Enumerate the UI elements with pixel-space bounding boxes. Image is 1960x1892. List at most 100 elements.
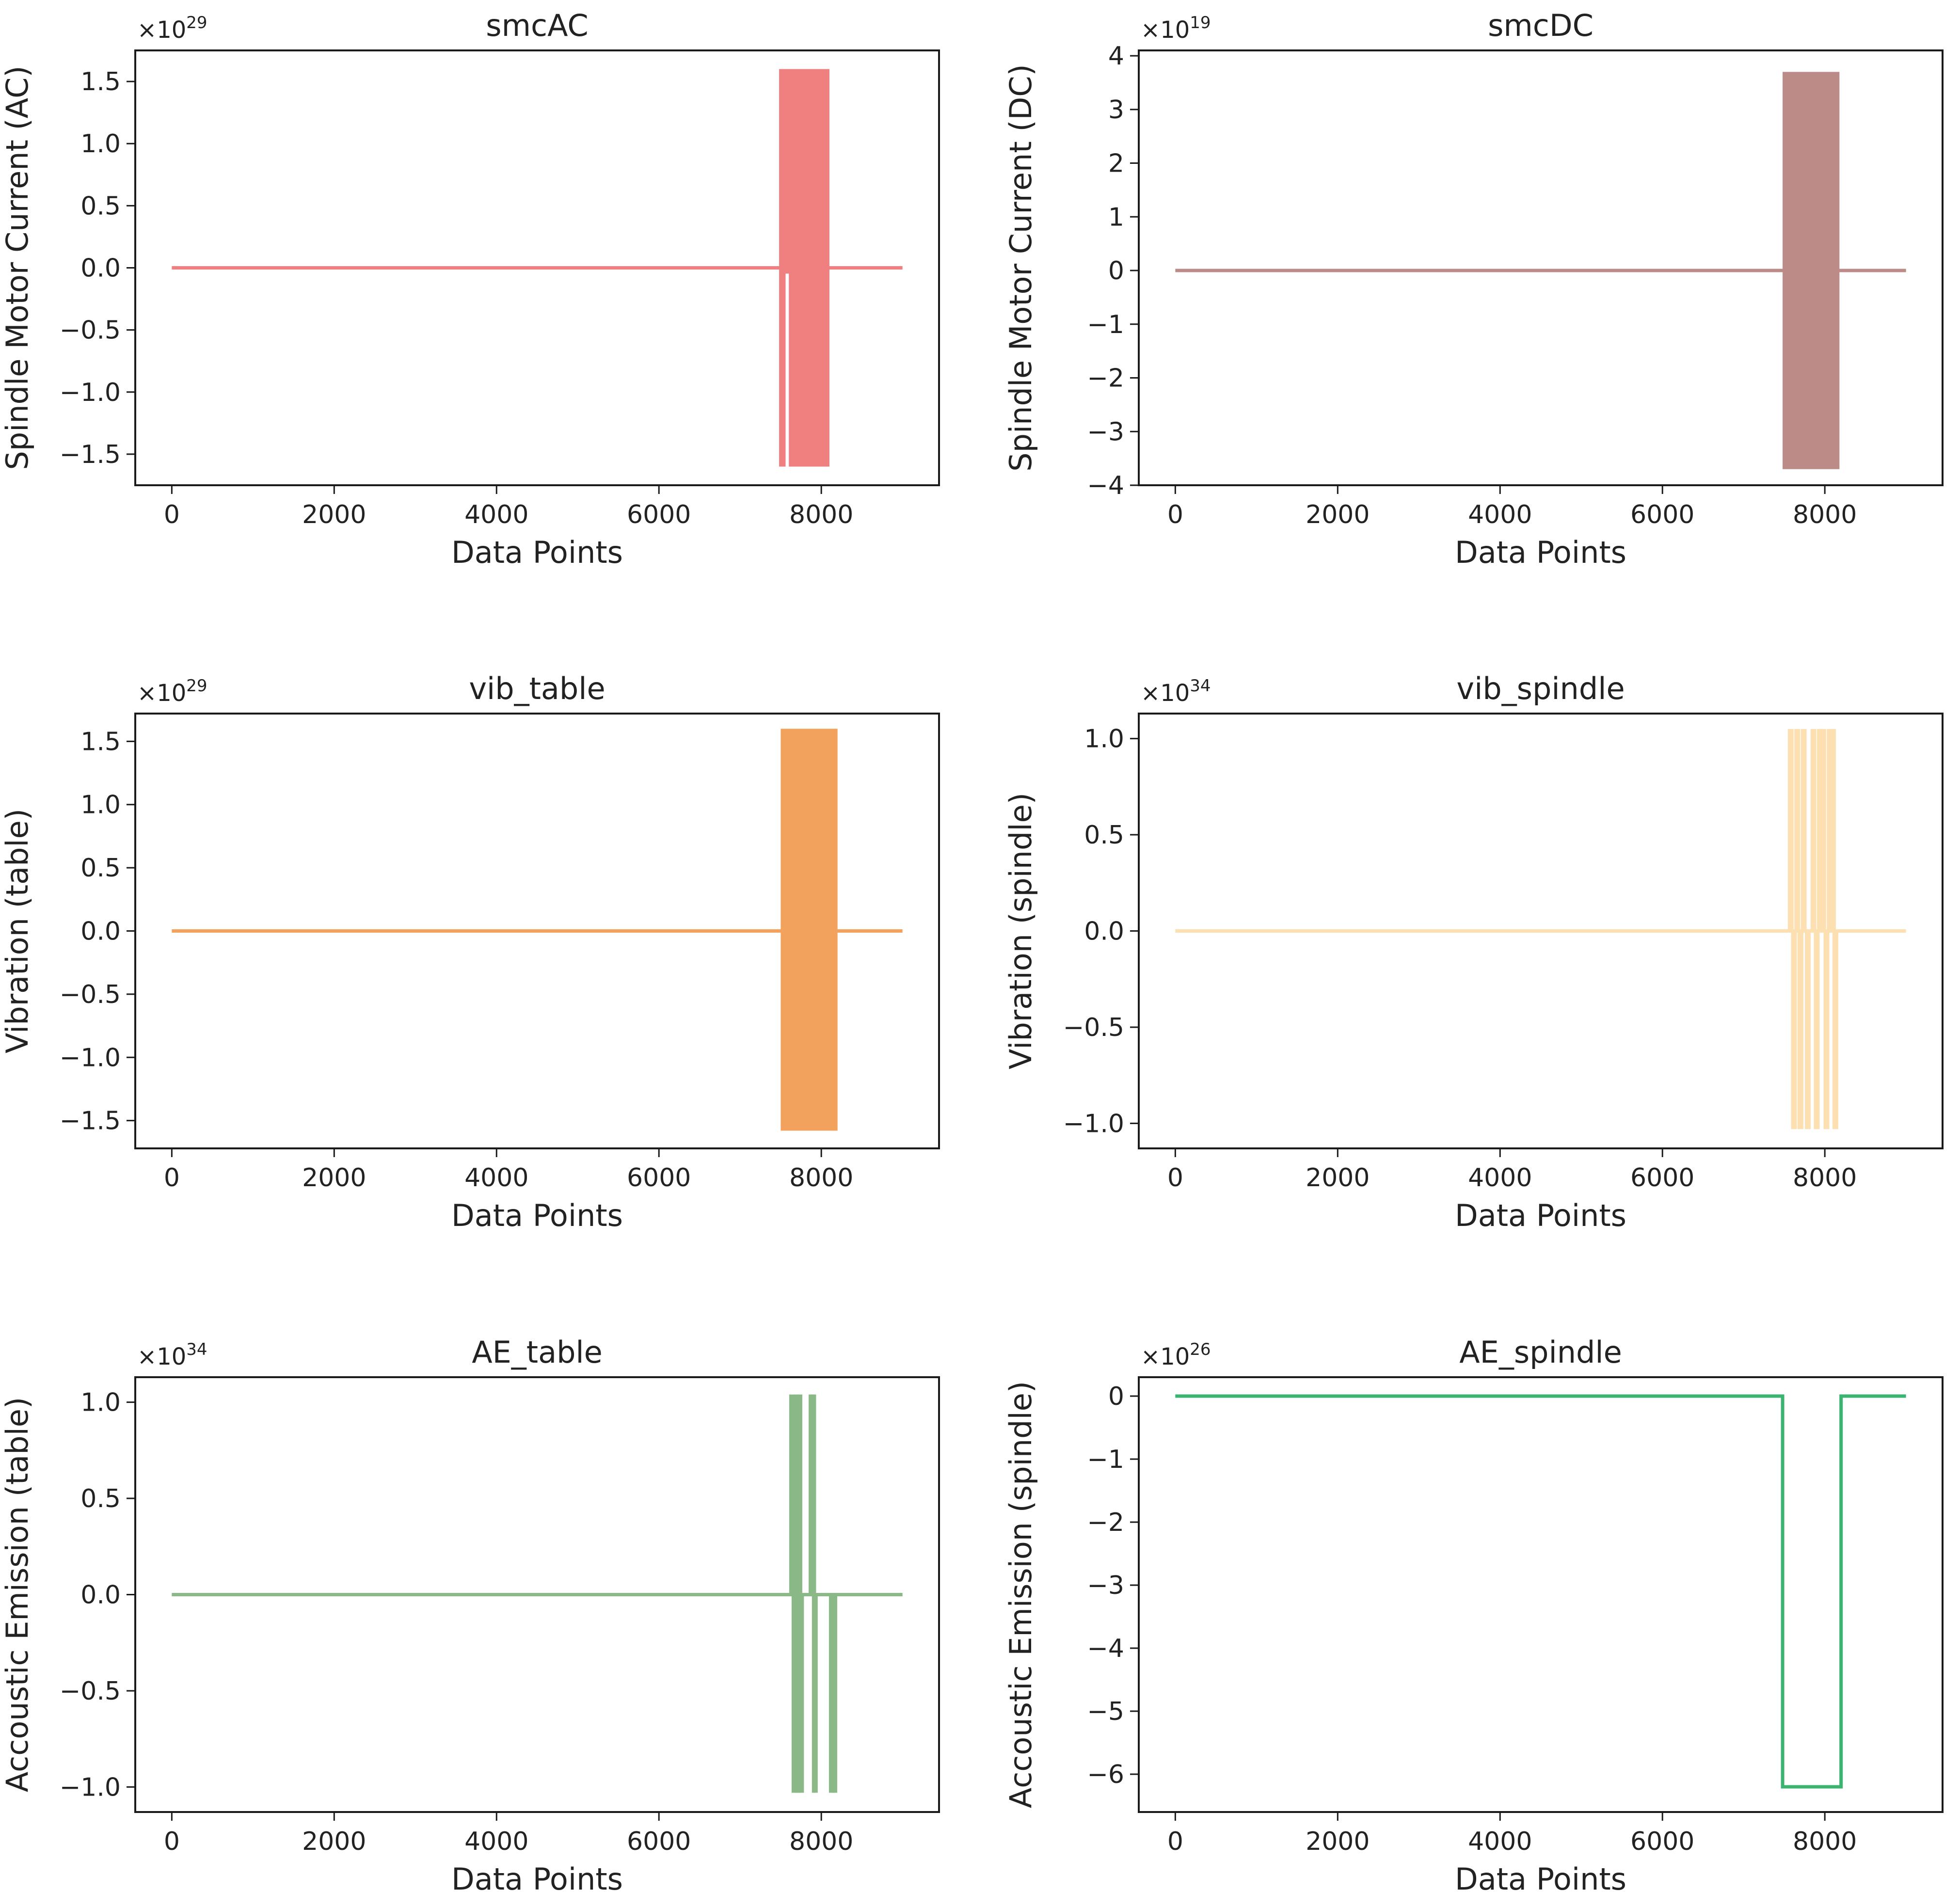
- ae-spindle-axes-frame: [1138, 1376, 1944, 1813]
- ae-spindle-ylabel: Accoustic Emission (spindle): [1003, 1381, 1038, 1808]
- ae-spindle-xtick-label-1: 2000: [1306, 1827, 1370, 1856]
- smcDC-title: smcDC: [1488, 8, 1593, 43]
- vib-table-ytick-label-6: 1.5: [80, 727, 121, 756]
- ae-spindle-ytick-label-2: −4: [1087, 1634, 1124, 1663]
- smcAC-xtick-label-4: 8000: [789, 500, 853, 529]
- ae-spindle-ytick-label-0: −6: [1087, 1760, 1124, 1789]
- vib-table-exponent-base: ×10: [137, 680, 186, 707]
- ae-spindle-xtick-label-4: 8000: [1793, 1827, 1857, 1856]
- vib-table-title: vib_table: [469, 671, 605, 706]
- smcAC-exponent-power: 29: [186, 13, 207, 32]
- smcAC-ylabel: Spindle Motor Current (AC): [0, 65, 35, 470]
- vib-spindle-xtick-label-4: 8000: [1793, 1163, 1857, 1192]
- ae-spindle-ytick-label-3: −3: [1087, 1571, 1124, 1600]
- ae-table-exponent-power: 34: [186, 1340, 207, 1359]
- vib-table-xtick-label-0: 0: [164, 1163, 180, 1192]
- vib-table-ytick-label-2: −0.5: [60, 980, 121, 1009]
- panel-ae-spindle: 0 2000 4000 6000 8000 −6 −5 −4 −3 −2 −1 0 AE_spindle…: [1003, 1335, 1944, 1892]
- smcDC-xtick-label-3: 6000: [1630, 500, 1694, 529]
- smcAC-ytick-label-5: 1.0: [80, 129, 121, 159]
- vib-spindle-exponent: ×1034: [1141, 676, 1211, 707]
- smcDC-ytick-label-4: 0: [1108, 256, 1124, 286]
- smcAC-exponent-base: ×10: [137, 16, 186, 44]
- vib-spindle-ylabel: Vibration (spindle): [1003, 793, 1038, 1069]
- ae-spindle-ytick-label-6: 0: [1108, 1382, 1124, 1411]
- ae-table-xtick-label-2: 4000: [464, 1827, 528, 1856]
- ae-spindle-ytick-label-1: −5: [1087, 1697, 1124, 1726]
- vib-spindle-xtick-label-2: 4000: [1468, 1163, 1532, 1192]
- smcAC-xtick-label-1: 2000: [302, 500, 366, 529]
- vib-spindle-ytick-label-0: −1.0: [1063, 1109, 1124, 1138]
- ae-spindle-title: AE_spindle: [1459, 1335, 1622, 1370]
- ae-spindle-exponent-power: 26: [1190, 1340, 1211, 1359]
- smcDC-burst-0: [1783, 72, 1840, 469]
- smcDC-ytick-label-6: 2: [1108, 149, 1124, 178]
- ae-spindle-xtick-label-3: 6000: [1630, 1827, 1694, 1856]
- smcDC-xtick-label-4: 8000: [1793, 500, 1857, 529]
- vib-table-ytick-label-5: 1.0: [80, 791, 121, 820]
- ae-spindle-exponent: ×1026: [1141, 1340, 1211, 1370]
- smcAC-ytick-label-3: 0.0: [80, 254, 121, 283]
- vib-table-exponent-power: 29: [186, 676, 207, 696]
- ae-spindle-plot-area: [1139, 1377, 1943, 1812]
- smcDC-ytick-label-2: −2: [1087, 364, 1124, 393]
- ae-table-ylabel: Accoustic Emission (table): [0, 1397, 35, 1792]
- smcDC-xtick-label-2: 4000: [1468, 500, 1532, 529]
- smcAC-title: smcAC: [486, 8, 588, 43]
- smcAC-ytick-label-4: 0.5: [80, 191, 121, 221]
- vib-table-ylabel: Vibration (table): [0, 809, 35, 1053]
- panel-smcAC: 0 2000 4000 6000 8000 −1.5 −1.0 −0.5 0.0 0.5 1.0 1.…: [0, 8, 940, 570]
- vib-table-ytick-label-1: −1.0: [60, 1043, 121, 1072]
- vib-table-xlabel: Data Points: [451, 1198, 623, 1233]
- panel-vib-table: 0 2000 4000 6000 8000 −1.5 −1.0 −0.5 0.0 0.5 1.0 1.…: [0, 671, 940, 1233]
- vib-spindle-exponent-power: 34: [1190, 676, 1211, 696]
- ae-spindle-ytick-label-4: −2: [1087, 1508, 1124, 1537]
- panel-vib-spindle: 0 2000 4000 6000 8000 −1.0 −0.5 0.0 0.5 1.0 vib_sp…: [1003, 671, 1944, 1233]
- smcAC-exponent: ×1029: [137, 13, 207, 44]
- smcDC-xtick-label-1: 2000: [1306, 500, 1370, 529]
- vib-spindle-ytick-label-4: 1.0: [1084, 725, 1124, 754]
- smcDC-ylabel: Spindle Motor Current (DC): [1003, 64, 1038, 472]
- ae-table-ytick-label-4: 1.0: [80, 1388, 121, 1417]
- vib-table-xtick-label-4: 8000: [789, 1163, 853, 1192]
- smcDC-xtick-label-0: 0: [1167, 500, 1183, 529]
- ae-table-title: AE_table: [472, 1335, 603, 1370]
- panel-smcDC: 0 2000 4000 6000 8000 −4 −3 −2 −1 0 1 2 3 4 smcDC Data …: [1003, 8, 1944, 570]
- panel-ae-table: 0 2000 4000 6000 8000 −1.0 −0.5 0.0 0.5 1.0 AE_tab…: [0, 1335, 940, 1892]
- ae-table-xtick-label-3: 6000: [627, 1827, 691, 1856]
- vib-table-xtick-label-3: 6000: [627, 1163, 691, 1192]
- smcDC-ytick-label-8: 4: [1108, 42, 1124, 71]
- smcDC-exponent: ×1019: [1141, 13, 1211, 44]
- ae-table-xlabel: Data Points: [451, 1861, 623, 1892]
- vib-table-burst-0: [781, 729, 838, 1131]
- smcAC-burst-gap-0: [785, 273, 789, 467]
- smcDC-ytick-label-3: −1: [1087, 310, 1124, 339]
- vib-spindle-xtick-label-1: 2000: [1306, 1163, 1370, 1192]
- vib-spindle-xtick-label-3: 6000: [1630, 1163, 1694, 1192]
- vib-table-ytick-label-4: 0.5: [80, 854, 121, 883]
- smcAC-xtick-label-2: 4000: [464, 500, 528, 529]
- smcDC-exponent-power: 19: [1190, 13, 1211, 32]
- ae-table-ytick-label-3: 0.5: [80, 1484, 121, 1513]
- ae-table-exponent: ×1034: [137, 1340, 207, 1370]
- vib-table-ytick-label-3: 0.0: [80, 917, 121, 946]
- smcAC-xtick-label-0: 0: [164, 500, 180, 529]
- ae-table-ytick-label-2: 0.0: [80, 1581, 121, 1610]
- smcAC-xtick-label-3: 6000: [627, 500, 691, 529]
- vib-table-xtick-label-1: 2000: [302, 1163, 366, 1192]
- vib-spindle-xtick-label-0: 0: [1167, 1163, 1183, 1192]
- ae-table-exponent-base: ×10: [137, 1343, 186, 1370]
- ae-table-xtick-label-0: 0: [164, 1827, 180, 1856]
- smcDC-ytick-label-5: 1: [1108, 203, 1124, 232]
- vib-spindle-ytick-label-3: 0.5: [1084, 821, 1124, 850]
- ae-spindle-ytick-label-5: −1: [1087, 1445, 1124, 1474]
- smcAC-ytick-label-0: −1.5: [60, 440, 121, 469]
- ae-spindle-exponent-base: ×10: [1141, 1343, 1190, 1370]
- ae-spindle-series-line: [1175, 1394, 1906, 1789]
- smcAC-ytick-label-2: −0.5: [60, 316, 121, 345]
- ae-table-xtick-label-4: 8000: [789, 1827, 853, 1856]
- vib-table-xtick-label-2: 4000: [464, 1163, 528, 1192]
- ae-table-ytick-label-0: −1.0: [60, 1773, 121, 1802]
- smcAC-ytick-label-1: −1.0: [60, 378, 121, 407]
